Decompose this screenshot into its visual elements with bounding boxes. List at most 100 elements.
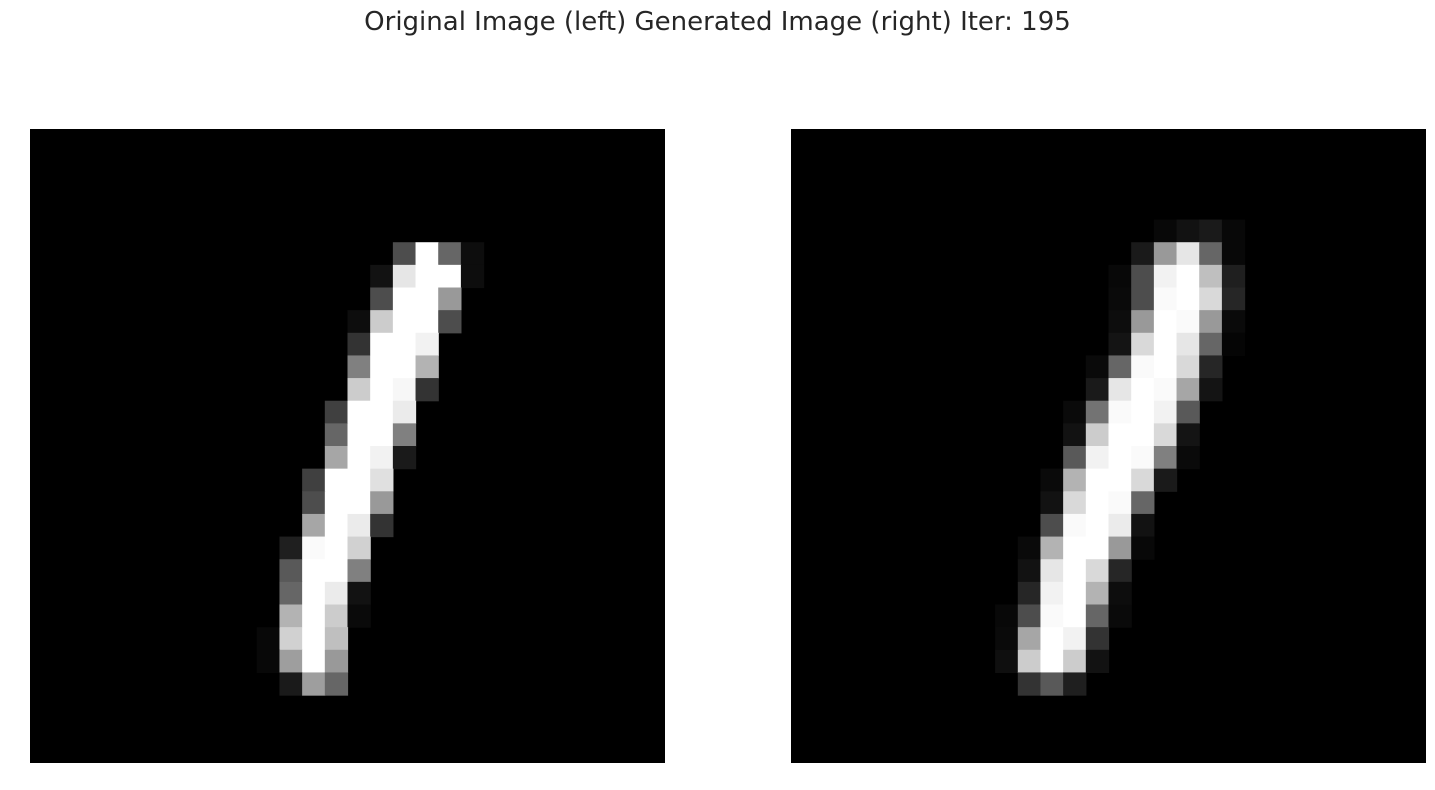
generated-pixel <box>1109 288 1132 311</box>
generated-pixel <box>995 605 1018 628</box>
original-pixel <box>302 559 325 582</box>
generated-pixel <box>1199 265 1222 288</box>
original-pixel <box>370 401 393 424</box>
original-pixel <box>325 627 348 650</box>
original-pixel <box>370 355 393 378</box>
original-pixel <box>257 650 280 673</box>
generated-pixel <box>1109 423 1132 446</box>
original-pixel <box>438 265 461 288</box>
generated-pixel <box>1222 310 1245 333</box>
generated-pixel <box>1222 242 1245 265</box>
generated-pixel <box>1063 537 1086 560</box>
original-pixel <box>370 446 393 469</box>
generated-pixel <box>1177 288 1200 311</box>
generated-pixel <box>1131 401 1154 424</box>
generated-pixel <box>1199 310 1222 333</box>
original-pixel <box>370 469 393 492</box>
original-pixel <box>461 242 484 265</box>
original-pixel <box>325 423 348 446</box>
original-pixel <box>257 627 280 650</box>
original-pixel <box>438 310 461 333</box>
original-pixel <box>302 672 325 695</box>
generated-pixel <box>1199 333 1222 356</box>
generated-pixel <box>1063 491 1086 514</box>
original-pixel <box>393 401 416 424</box>
generated-pixel <box>995 650 1018 673</box>
generated-pixel <box>1109 605 1132 628</box>
original-pixel <box>325 514 348 537</box>
generated-pixel <box>1131 378 1154 401</box>
original-pixel <box>348 310 371 333</box>
generated-pixel <box>1222 333 1245 356</box>
generated-pixel <box>1154 355 1177 378</box>
original-pixel <box>438 288 461 311</box>
original-pixel <box>348 605 371 628</box>
generated-pixel <box>1063 514 1086 537</box>
original-pixel <box>302 491 325 514</box>
original-pixel <box>370 265 393 288</box>
original-pixel <box>279 537 302 560</box>
generated-pixel <box>1018 672 1041 695</box>
generated-pixel <box>1177 355 1200 378</box>
original-image-panel <box>30 129 665 763</box>
original-pixel <box>393 242 416 265</box>
original-pixel <box>325 537 348 560</box>
generated-pixel <box>1131 469 1154 492</box>
original-pixel <box>348 469 371 492</box>
original-pixel <box>279 605 302 628</box>
generated-pixel <box>1086 355 1109 378</box>
original-pixel <box>348 355 371 378</box>
original-pixel <box>325 559 348 582</box>
generated-pixel <box>1086 423 1109 446</box>
generated-pixel <box>1086 378 1109 401</box>
generated-pixel <box>1040 582 1063 605</box>
generated-pixel <box>1154 401 1177 424</box>
generated-pixel <box>1086 446 1109 469</box>
generated-pixel <box>1018 559 1041 582</box>
original-pixel <box>279 559 302 582</box>
generated-pixel <box>1109 355 1132 378</box>
original-pixel <box>393 378 416 401</box>
original-pixel <box>393 333 416 356</box>
original-pixel <box>279 650 302 673</box>
original-pixel <box>416 265 439 288</box>
generated-pixel <box>1086 537 1109 560</box>
original-pixel <box>302 627 325 650</box>
generated-pixel <box>1109 514 1132 537</box>
generated-pixel <box>1199 242 1222 265</box>
original-pixel <box>325 401 348 424</box>
generated-pixel <box>1154 310 1177 333</box>
generated-pixel <box>1154 220 1177 243</box>
generated-pixel <box>1131 491 1154 514</box>
original-pixel <box>302 650 325 673</box>
original-pixel <box>416 288 439 311</box>
original-pixel <box>348 423 371 446</box>
generated-pixel <box>1040 650 1063 673</box>
generated-pixel <box>1154 446 1177 469</box>
generated-pixel <box>1063 401 1086 424</box>
original-pixel <box>325 582 348 605</box>
generated-pixel <box>1154 423 1177 446</box>
original-pixel <box>348 537 371 560</box>
generated-pixel <box>1131 265 1154 288</box>
generated-pixel <box>1018 627 1041 650</box>
generated-pixel <box>1131 310 1154 333</box>
generated-pixel <box>1154 333 1177 356</box>
generated-pixel <box>1154 378 1177 401</box>
generated-pixel <box>1199 220 1222 243</box>
generated-pixel <box>1109 491 1132 514</box>
generated-pixel <box>1018 582 1041 605</box>
generated-pixel <box>1040 672 1063 695</box>
generated-pixel <box>1086 650 1109 673</box>
generated-pixel <box>1040 559 1063 582</box>
generated-pixel <box>1109 310 1132 333</box>
generated-pixel <box>1018 605 1041 628</box>
generated-pixel <box>1131 514 1154 537</box>
original-pixel <box>325 446 348 469</box>
original-pixel <box>370 491 393 514</box>
original-pixel <box>348 333 371 356</box>
original-pixel <box>393 446 416 469</box>
original-pixel <box>348 582 371 605</box>
original-pixel <box>393 288 416 311</box>
original-pixel <box>370 288 393 311</box>
